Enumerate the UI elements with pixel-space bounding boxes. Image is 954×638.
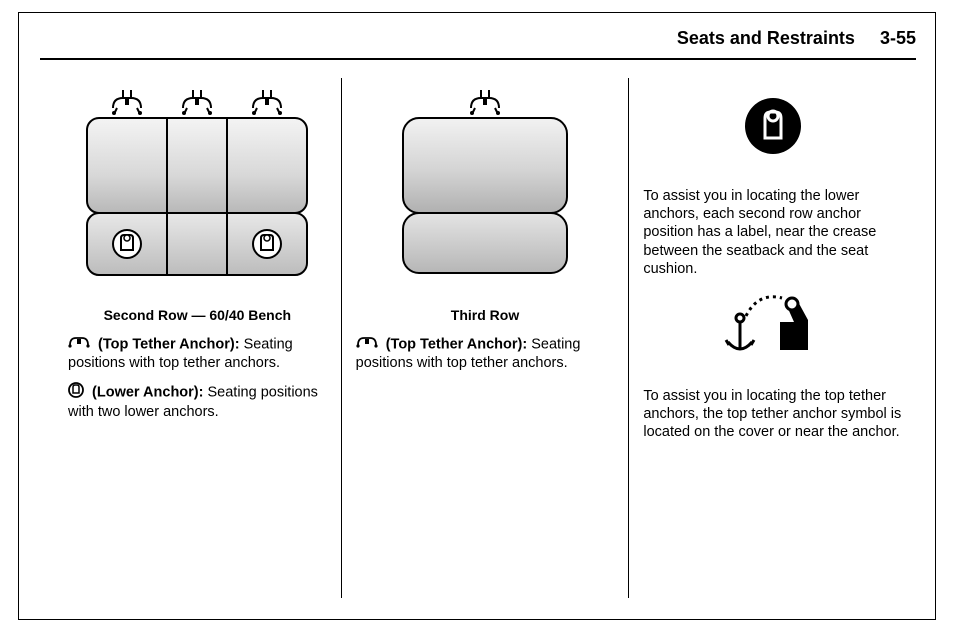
caption-third-row: Third Row: [356, 307, 615, 325]
columns-wrapper: Second Row — 60/40 Bench (Top Tether Anc…: [54, 78, 916, 598]
col3-para2: To assist you in locating the top tether…: [643, 387, 902, 441]
col2-item1: (Top Tether Anchor): Seating positions w…: [356, 335, 615, 372]
column-3: To assist you in locating the lower anch…: [628, 78, 916, 598]
section-title: Seats and Restraints: [677, 28, 855, 48]
col1-item2: (Lower Anchor): Seating positions with t…: [68, 382, 327, 421]
page-number: 3-55: [880, 28, 916, 48]
column-2: Third Row (Top Tether Anchor): Seating p…: [341, 78, 629, 598]
col1-item1-label: (Top Tether Anchor):: [98, 336, 240, 352]
third-row-diagram: [356, 88, 615, 293]
lower-anchor-label-icon: [745, 98, 801, 154]
top-tether-symbol-figure: [643, 288, 902, 373]
col2-item1-label: (Top Tether Anchor):: [386, 336, 528, 352]
lower-anchor-symbol-figure: [643, 94, 902, 173]
lower-anchor-icon: [68, 382, 84, 403]
col1-item2-label: (Lower Anchor):: [92, 384, 203, 400]
page-header: Seats and Restraints 3-55: [677, 28, 916, 49]
second-row-bench-diagram: [68, 88, 327, 293]
top-tether-anchor-icon: [356, 335, 378, 354]
col1-item1: (Top Tether Anchor): Seating positions w…: [68, 335, 327, 372]
top-tether-anchor-icon: [68, 335, 90, 354]
col3-para1: To assist you in locating the lower anch…: [643, 187, 902, 278]
column-1: Second Row — 60/40 Bench (Top Tether Anc…: [54, 78, 341, 598]
caption-second-row: Second Row — 60/40 Bench: [68, 307, 327, 325]
header-rule: [40, 58, 916, 60]
